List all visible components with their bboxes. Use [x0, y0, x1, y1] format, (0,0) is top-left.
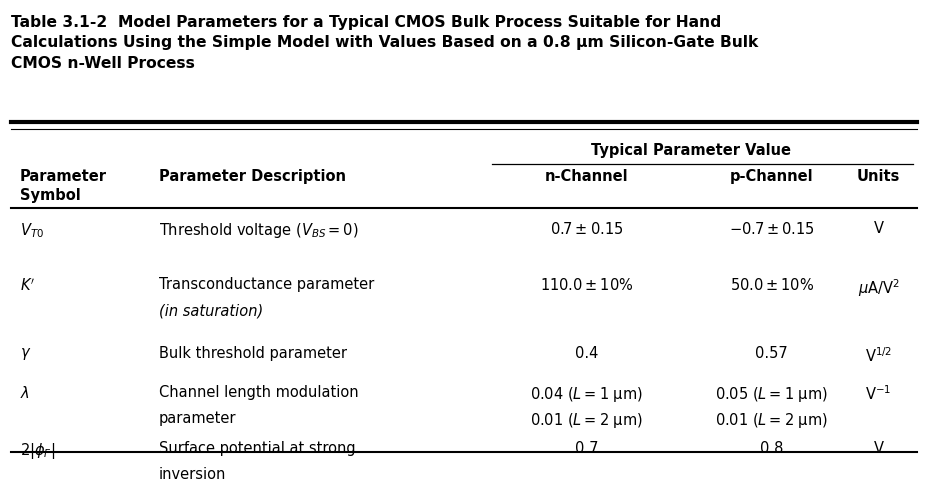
- Text: V$^{-1}$: V$^{-1}$: [866, 384, 892, 403]
- Text: 0.04 ($L = 1$ μm): 0.04 ($L = 1$ μm): [530, 384, 643, 404]
- Text: Channel length modulation: Channel length modulation: [158, 384, 358, 399]
- Text: Typical Parameter Value: Typical Parameter Value: [591, 143, 791, 157]
- Text: $110.0 \pm 10\%$: $110.0 \pm 10\%$: [540, 277, 633, 293]
- Text: $V_{T0}$: $V_{T0}$: [20, 221, 44, 240]
- Text: $K'$: $K'$: [20, 277, 35, 294]
- Text: inversion: inversion: [158, 467, 226, 480]
- Text: $2|\phi_F|$: $2|\phi_F|$: [20, 441, 55, 461]
- Text: 0.8: 0.8: [760, 441, 783, 456]
- Text: 0.01 ($L = 2$ μm): 0.01 ($L = 2$ μm): [530, 410, 643, 430]
- Text: $50.0 \pm 10\%$: $50.0 \pm 10\%$: [730, 277, 813, 293]
- Text: $0.7 \pm 0.15$: $0.7 \pm 0.15$: [550, 221, 624, 237]
- Text: Transconductance parameter: Transconductance parameter: [158, 277, 374, 292]
- Text: Parameter
Symbol: Parameter Symbol: [20, 169, 107, 203]
- Text: Surface potential at strong: Surface potential at strong: [158, 441, 356, 456]
- Text: Threshold voltage ($V_{BS} = 0$): Threshold voltage ($V_{BS} = 0$): [158, 221, 358, 240]
- Text: V$^{1/2}$: V$^{1/2}$: [865, 347, 892, 365]
- Text: $\gamma$: $\gamma$: [20, 347, 31, 362]
- Text: n-Channel: n-Channel: [545, 169, 629, 184]
- Text: 0.05 ($L = 1$ μm): 0.05 ($L = 1$ μm): [715, 384, 829, 404]
- Text: Bulk threshold parameter: Bulk threshold parameter: [158, 347, 347, 361]
- Text: V: V: [874, 441, 884, 456]
- Text: $\mu$A/V$^2$: $\mu$A/V$^2$: [858, 277, 900, 299]
- Text: p-Channel: p-Channel: [730, 169, 813, 184]
- Text: Parameter Description: Parameter Description: [158, 169, 346, 184]
- Text: parameter: parameter: [158, 410, 236, 426]
- Text: (in saturation): (in saturation): [158, 303, 263, 318]
- Text: $-0.7 \pm 0.15$: $-0.7 \pm 0.15$: [729, 221, 814, 237]
- Text: 0.7: 0.7: [574, 441, 598, 456]
- Text: $\lambda$: $\lambda$: [20, 384, 29, 401]
- Text: 0.01 ($L = 2$ μm): 0.01 ($L = 2$ μm): [715, 410, 829, 430]
- Text: 0.4: 0.4: [575, 347, 598, 361]
- Text: V: V: [874, 221, 884, 236]
- Text: Units: Units: [857, 169, 901, 184]
- Text: Table 3.1-2  Model Parameters for a Typical CMOS Bulk Process Suitable for Hand
: Table 3.1-2 Model Parameters for a Typic…: [10, 15, 757, 71]
- Text: 0.57: 0.57: [756, 347, 788, 361]
